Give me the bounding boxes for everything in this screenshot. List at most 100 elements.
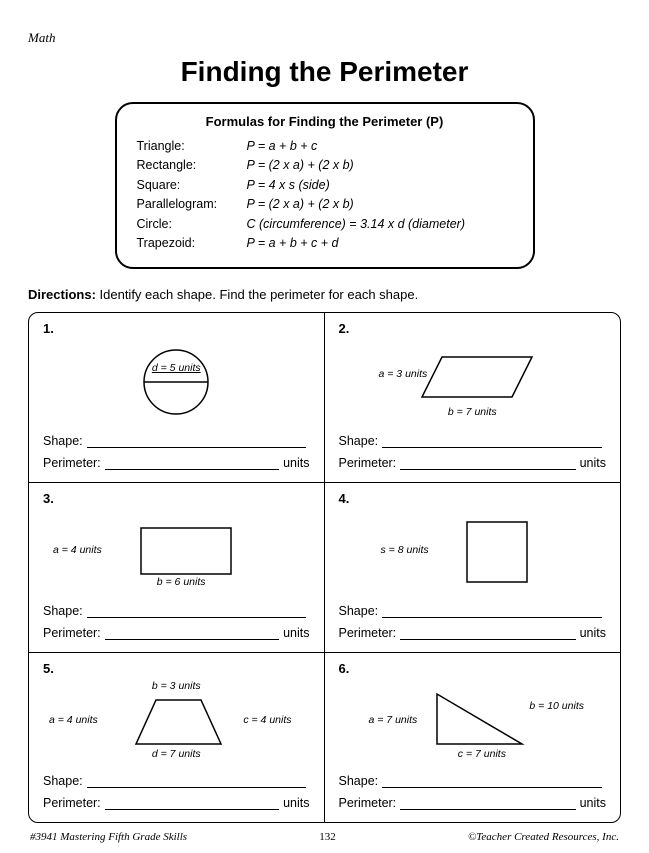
- formula-row: Trapezoid:P = a + b + c + d: [137, 234, 513, 253]
- problem-cell: 1. d = 5 units Shape: Perimeter: units: [29, 313, 325, 482]
- formula-heading: Formulas for Finding the Perimeter (P): [137, 114, 513, 129]
- formula-row: Parallelogram:P = (2 x a) + (2 x b): [137, 195, 513, 214]
- problem-cell: 6. a = 7 units b = 10 units c = 7 units …: [325, 652, 621, 822]
- directions-text: Identify each shape. Find the perimeter …: [96, 287, 418, 302]
- problem-cell: 5. b = 3 units a = 4 units c = 4 units d…: [29, 652, 325, 822]
- formula-shape: Square:: [137, 176, 247, 195]
- answer-perimeter: Perimeter: units: [43, 626, 310, 640]
- dim-b: b = 3 units: [152, 680, 201, 692]
- footer-left: #3941 Mastering Fifth Grade Skills: [30, 831, 187, 843]
- formula-eq: P = a + b + c + d: [247, 234, 339, 253]
- circle-svg: [116, 342, 236, 422]
- problem-number: 4.: [339, 491, 607, 506]
- answer-perimeter: Perimeter: units: [43, 456, 310, 470]
- units-label: units: [580, 456, 606, 470]
- figure-triangle: a = 7 units b = 10 units c = 7 units: [339, 678, 607, 766]
- dim-c: c = 7 units: [458, 748, 506, 760]
- dim-a: a = 3 units: [379, 368, 428, 380]
- formula-shape: Circle:: [137, 215, 247, 234]
- answer-label: Perimeter:: [43, 456, 101, 470]
- dim-b: b = 6 units: [157, 576, 206, 588]
- blank[interactable]: [105, 458, 279, 470]
- grid-row: 3. a = 4 units b = 6 units Shape: Perime…: [29, 482, 620, 652]
- dim-b: b = 7 units: [448, 406, 497, 418]
- answer-label: Perimeter:: [339, 456, 397, 470]
- formula-row: Square:P = 4 x s (side): [137, 176, 513, 195]
- answer-label: Shape:: [339, 434, 379, 448]
- subject-label: Math: [28, 30, 621, 46]
- dim-a: a = 7 units: [369, 714, 418, 726]
- blank[interactable]: [105, 628, 279, 640]
- formula-shape: Parallelogram:: [137, 195, 247, 214]
- page-title: Finding the Perimeter: [28, 56, 621, 88]
- answer-shape: Shape:: [339, 434, 607, 448]
- formula-box: Formulas for Finding the Perimeter (P) T…: [115, 102, 535, 269]
- formula-eq: P = a + b + c: [247, 137, 318, 156]
- dim-d: d = 5 units: [152, 362, 201, 374]
- blank[interactable]: [382, 436, 602, 448]
- units-label: units: [580, 626, 606, 640]
- answer-shape: Shape:: [43, 774, 310, 788]
- formula-shape: Triangle:: [137, 137, 247, 156]
- directions: Directions: Identify each shape. Find th…: [28, 287, 621, 302]
- answer-label: Shape:: [43, 604, 83, 618]
- answer-shape: Shape:: [43, 434, 310, 448]
- blank[interactable]: [87, 776, 306, 788]
- dim-d: d = 7 units: [152, 748, 201, 760]
- formula-shape: Rectangle:: [137, 156, 247, 175]
- answer-perimeter: Perimeter: units: [339, 456, 607, 470]
- answer-shape: Shape:: [339, 604, 607, 618]
- blank[interactable]: [382, 776, 602, 788]
- blank[interactable]: [87, 436, 306, 448]
- directions-label: Directions:: [28, 287, 96, 302]
- answer-label: Shape:: [339, 774, 379, 788]
- figure-parallelogram: a = 3 units b = 7 units: [339, 338, 607, 426]
- units-label: units: [283, 796, 309, 810]
- units-label: units: [283, 626, 309, 640]
- blank[interactable]: [382, 606, 602, 618]
- problem-number: 5.: [43, 661, 310, 676]
- problem-cell: 3. a = 4 units b = 6 units Shape: Perime…: [29, 482, 325, 652]
- problem-number: 1.: [43, 321, 310, 336]
- formula-row: Rectangle:P = (2 x a) + (2 x b): [137, 156, 513, 175]
- figure-trapezoid: b = 3 units a = 4 units c = 4 units d = …: [43, 678, 310, 766]
- blank[interactable]: [400, 798, 575, 810]
- answer-label: Shape:: [43, 434, 83, 448]
- footer-right: ©Teacher Created Resources, Inc.: [468, 831, 619, 843]
- answer-label: Perimeter:: [339, 796, 397, 810]
- formula-row: Circle:C (circumference) = 3.14 x d (dia…: [137, 215, 513, 234]
- footer: #3941 Mastering Fifth Grade Skills 132 ©…: [28, 831, 621, 843]
- problem-cell: 2. a = 3 units b = 7 units Shape: Perime…: [325, 313, 621, 482]
- answer-label: Perimeter:: [43, 796, 101, 810]
- problem-cell: 4. s = 8 units Shape: Perimeter: units: [325, 482, 621, 652]
- formula-eq: P = (2 x a) + (2 x b): [247, 195, 354, 214]
- problem-number: 6.: [339, 661, 607, 676]
- dim-s: s = 8 units: [381, 544, 429, 556]
- dim-a: a = 4 units: [53, 544, 102, 556]
- answer-label: Perimeter:: [339, 626, 397, 640]
- units-label: units: [283, 456, 309, 470]
- figure-circle: d = 5 units: [43, 338, 310, 426]
- figure-rectangle: a = 4 units b = 6 units: [43, 508, 310, 596]
- answer-shape: Shape:: [43, 604, 310, 618]
- grid-row: 1. d = 5 units Shape: Perimeter: units 2.…: [29, 313, 620, 482]
- answer-perimeter: Perimeter: units: [43, 796, 310, 810]
- dim-a: a = 4 units: [49, 714, 98, 726]
- formula-eq: P = 4 x s (side): [247, 176, 330, 195]
- formula-shape: Trapezoid:: [137, 234, 247, 253]
- answer-label: Shape:: [43, 774, 83, 788]
- problem-number: 3.: [43, 491, 310, 506]
- blank[interactable]: [400, 628, 575, 640]
- units-label: units: [580, 796, 606, 810]
- blank[interactable]: [87, 606, 306, 618]
- answer-perimeter: Perimeter: units: [339, 796, 607, 810]
- grid-row: 5. b = 3 units a = 4 units c = 4 units d…: [29, 652, 620, 822]
- blank[interactable]: [105, 798, 279, 810]
- formula-row: Triangle:P = a + b + c: [137, 137, 513, 156]
- answer-label: Shape:: [339, 604, 379, 618]
- answer-label: Perimeter:: [43, 626, 101, 640]
- formula-eq: C (circumference) = 3.14 x d (diameter): [247, 215, 465, 234]
- blank[interactable]: [400, 458, 575, 470]
- formula-eq: P = (2 x a) + (2 x b): [247, 156, 354, 175]
- dim-b: b = 10 units: [529, 700, 584, 712]
